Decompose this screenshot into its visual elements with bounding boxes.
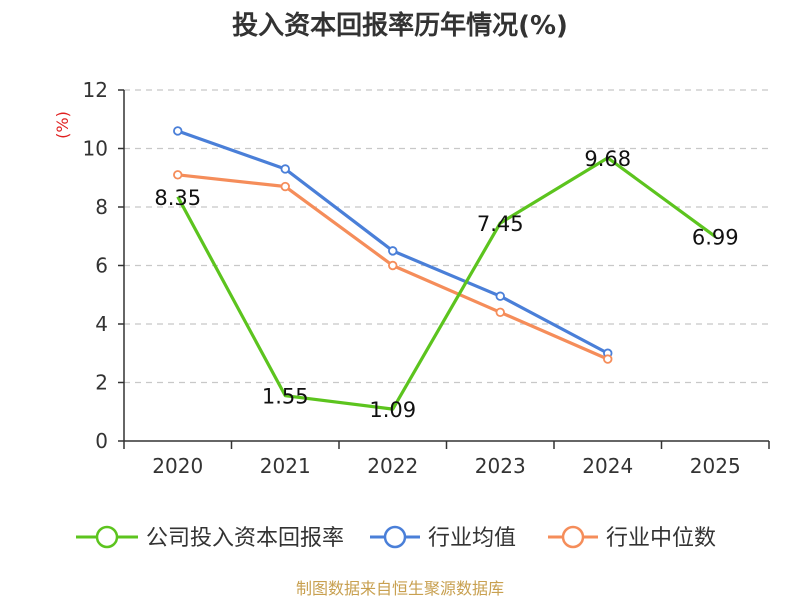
- source-note: 制图数据来自恒生聚源数据库: [296, 579, 504, 598]
- legend-item[interactable]: 行业中位数: [548, 525, 716, 551]
- series-point: [388, 260, 398, 271]
- legend-swatch-marker: [95, 525, 119, 549]
- data-label: 7.45: [477, 212, 524, 236]
- y-tick-label: 10: [83, 137, 108, 161]
- y-tick-label: 6: [95, 254, 108, 278]
- x-tick-label: 2025: [690, 454, 741, 478]
- legend-label: 公司投入资本回报率: [146, 526, 344, 551]
- legend-swatch-marker: [383, 525, 407, 549]
- data-label: 1.55: [262, 385, 309, 409]
- data-label: 8.35: [154, 186, 201, 210]
- y-tick-label: 4: [95, 312, 108, 336]
- x-tick-label: 2022: [367, 454, 418, 478]
- y-tick-label: 2: [95, 371, 108, 395]
- series-point: [173, 170, 183, 180]
- legend-item[interactable]: 公司投入资本回报率: [76, 525, 344, 551]
- legend-label: 行业均值: [428, 526, 516, 551]
- legend-item[interactable]: 行业均值: [370, 525, 516, 551]
- series-point: [280, 181, 290, 192]
- data-label: 6.99: [692, 226, 739, 250]
- series-point: [280, 164, 290, 174]
- series-point: [603, 354, 613, 364]
- y-tick-label: 8: [95, 195, 108, 219]
- legend-swatch-marker: [561, 525, 585, 549]
- legend-label: 行业中位数: [606, 526, 716, 551]
- data-label: 1.09: [369, 398, 416, 422]
- series-line-1: [177, 129, 609, 355]
- chart-title: 投入资本回报率历年情况(%): [232, 10, 568, 41]
- series-point: [388, 246, 398, 256]
- x-tick-label: 2021: [260, 454, 311, 478]
- series-point: [495, 291, 505, 301]
- y-axis-label: (%): [53, 111, 72, 139]
- x-tick-label: 2023: [475, 454, 526, 478]
- x-tick-label: 2020: [152, 454, 203, 478]
- x-tick-label: 2024: [582, 454, 633, 478]
- series-point: [173, 126, 183, 136]
- y-tick-label: 0: [95, 429, 108, 453]
- y-tick-label: 12: [83, 78, 108, 102]
- data-label: 9.68: [584, 147, 631, 171]
- series-line-0: [176, 156, 717, 411]
- series-point: [495, 307, 505, 317]
